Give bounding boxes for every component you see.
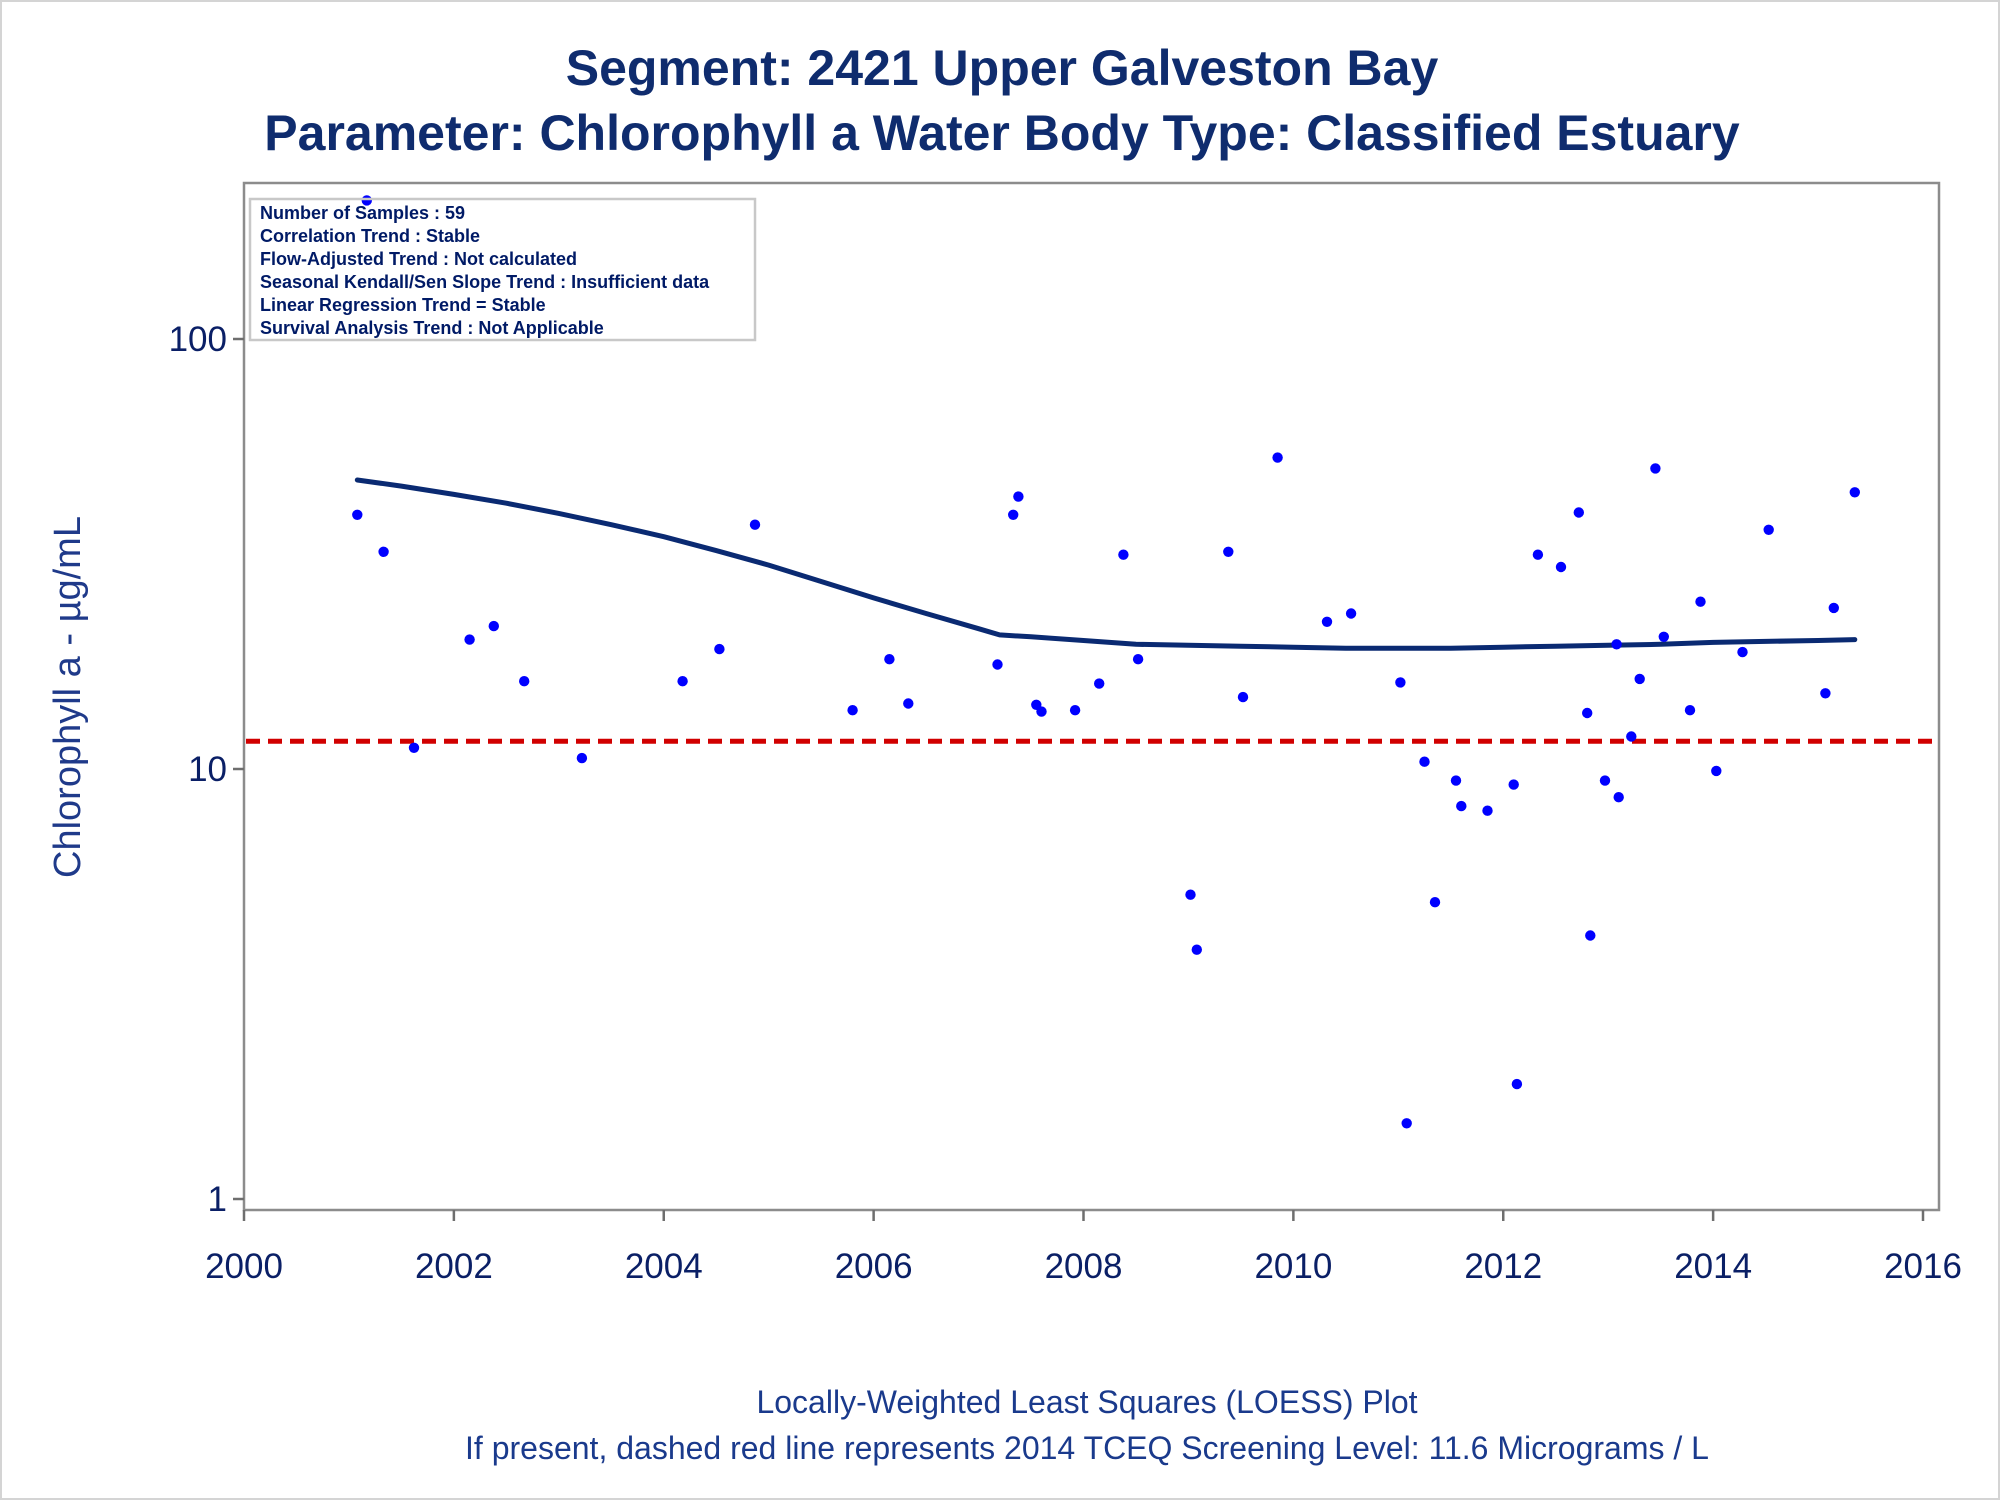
data-point (1069, 705, 1081, 716)
stats-line: Survival Analysis Trend : Not Applicable (260, 318, 604, 338)
data-point (1626, 731, 1637, 742)
data-point (1094, 678, 1105, 689)
data-point (1036, 706, 1047, 717)
data-point (1419, 756, 1430, 767)
data-point (1711, 765, 1722, 777)
data-point (1650, 463, 1661, 474)
plot-area (242, 181, 1941, 1212)
data-point (576, 752, 588, 764)
data-point (1013, 491, 1024, 502)
x-tick-label: 2008 (1045, 1247, 1123, 1286)
data-point (1634, 673, 1645, 685)
x-tick-label: 2010 (1254, 1247, 1332, 1286)
data-point (1684, 705, 1696, 716)
stats-line: Flow-Adjusted Trend : Not calculated (260, 249, 577, 269)
x-tick-label: 2014 (1674, 1247, 1752, 1286)
data-point (1613, 792, 1624, 803)
data-point (992, 659, 1003, 670)
data-point (1132, 654, 1144, 665)
data-point (677, 676, 688, 687)
data-point (1008, 509, 1019, 520)
loess-curve (354, 477, 1858, 651)
data-point (1450, 775, 1462, 786)
data-point (1345, 608, 1357, 619)
data-point (1658, 631, 1670, 642)
data-point (1321, 616, 1333, 627)
stats-line: Seasonal Kendall/Sen Slope Trend : Insuf… (260, 272, 710, 292)
data-point (1695, 596, 1706, 607)
data-point (1763, 524, 1774, 535)
data-point (408, 742, 420, 753)
y-tick-label: 10 (188, 750, 227, 789)
x-tick-label: 2016 (1884, 1247, 1962, 1286)
data-point (1555, 561, 1567, 573)
stats-line: Number of Samples : 59 (260, 203, 465, 223)
x-tick-label: 2004 (625, 1247, 703, 1286)
data-point (1611, 639, 1622, 650)
data-point (488, 620, 499, 632)
data-point (1456, 800, 1467, 812)
x-tick-label: 2002 (415, 1247, 493, 1286)
x-tick-label: 2000 (205, 1247, 283, 1286)
footnote-screening-level: If present, dashed red line represents 2… (465, 1430, 1709, 1466)
data-points (352, 195, 1861, 1129)
data-point (749, 519, 761, 530)
data-point (1185, 889, 1196, 900)
data-point (1599, 775, 1611, 786)
data-point (1223, 546, 1234, 557)
x-tick-label: 2012 (1464, 1247, 1542, 1286)
data-point (1395, 677, 1406, 688)
data-point (1849, 487, 1861, 498)
data-point (1118, 549, 1129, 560)
data-point (847, 705, 858, 716)
stats-line: Linear Regression Trend = Stable (260, 295, 546, 315)
data-point (1429, 897, 1441, 908)
data-point (1820, 688, 1831, 699)
data-point (519, 676, 530, 687)
chart-subtitle: Parameter: Chlorophyll a Water Body Type… (264, 105, 1740, 161)
data-point (1511, 1078, 1523, 1090)
data-point (1585, 930, 1596, 941)
y-axis-label: Chlorophyll a - µg/mL (47, 516, 89, 878)
data-point (1573, 507, 1585, 518)
data-point (1272, 452, 1283, 463)
data-point (1237, 691, 1249, 703)
data-point (714, 643, 725, 655)
data-point (1508, 779, 1519, 790)
data-point (378, 546, 389, 557)
x-axis: 2000 2002 2004 2006 2008 2010 2012 2014 2016 (205, 1210, 1962, 1286)
stats-line: Correlation Trend : Stable (260, 226, 480, 246)
loess-curve-layer (354, 477, 1858, 651)
y-tick-label: 100 (169, 320, 227, 359)
data-point (1191, 944, 1203, 955)
data-point (903, 698, 914, 709)
data-point (884, 654, 895, 665)
data-point (1582, 707, 1593, 719)
data-point (1482, 805, 1493, 816)
data-point (352, 509, 363, 520)
data-point (1828, 602, 1840, 614)
data-point (464, 634, 475, 645)
stats-box: Number of Samples : 59 Correlation Trend… (248, 197, 757, 342)
chart-title: Segment: 2421 Upper Galveston Bay (566, 40, 1439, 96)
stats-box-border (248, 197, 757, 342)
x-tick-label: 2006 (835, 1247, 913, 1286)
footnote-loess: Locally-Weighted Least Squares (LOESS) P… (756, 1384, 1417, 1420)
y-axis: 1 10 100 (169, 320, 244, 1219)
data-point (1401, 1118, 1412, 1129)
data-point (1532, 549, 1544, 560)
data-point (1737, 646, 1748, 658)
y-tick-label: 1 (208, 1180, 227, 1219)
